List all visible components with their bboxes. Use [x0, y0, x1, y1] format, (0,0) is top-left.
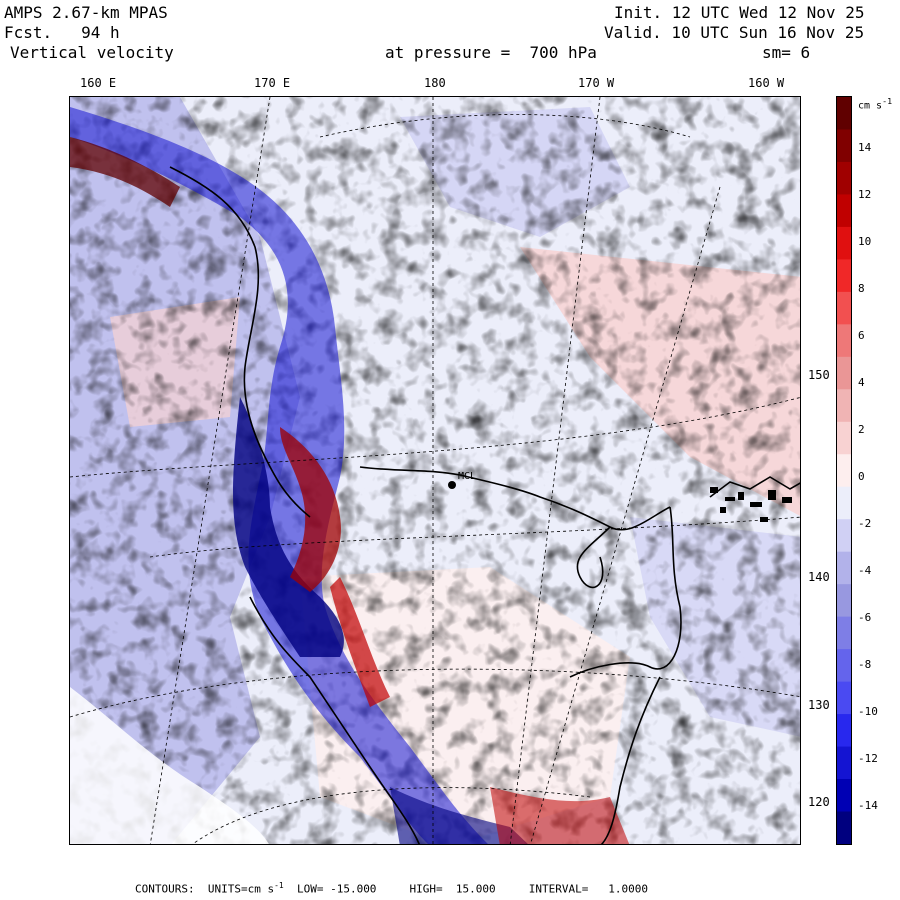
colorbar-tick-label: -6 [858, 611, 872, 624]
colorbar-swatch [837, 454, 851, 488]
colorbar-swatch [837, 779, 851, 813]
red-speckle [70, 97, 800, 844]
lon-label: 180 [424, 76, 446, 90]
valid-time: Valid. 10 UTC Sun 16 Nov 25 [604, 23, 865, 42]
vertical-velocity-map: MCL [69, 96, 801, 845]
red-band-southeast [490, 787, 630, 844]
coastline [169, 166, 800, 844]
mountain-wave-red [280, 427, 341, 592]
colorbar-tick-label: -8 [858, 658, 872, 671]
colorbar-swatch [837, 421, 851, 455]
colorbar-swatch [837, 616, 851, 650]
colorbar-swatch [837, 681, 851, 715]
colorbar-tick-label: 2 [858, 423, 865, 436]
colorbar-tick-label: 6 [858, 329, 865, 342]
colorbar-swatch [837, 129, 851, 163]
graticule [70, 97, 800, 844]
colorbar-swatch [837, 259, 851, 293]
lon-label: 160 W [748, 76, 785, 90]
colorbar-unit-text: cm s [858, 100, 883, 112]
footer-units: CONTOURS: UNITS=cm s [135, 882, 275, 896]
colorbar-swatch [837, 486, 851, 520]
map-canvas [70, 97, 800, 844]
colorbar-tick-label: 4 [858, 376, 865, 389]
colorbar-swatches [837, 97, 851, 845]
lon-label: 160 E [80, 76, 117, 90]
mountain-wave-band [70, 107, 488, 844]
station-marker [448, 481, 456, 489]
colorbar-swatch [837, 226, 851, 260]
colorbar-swatch [837, 389, 851, 423]
dark-band-north [70, 137, 180, 207]
colorbar-swatch [837, 584, 851, 618]
footer-exp: -1 [274, 881, 284, 890]
colorbar-swatch [837, 194, 851, 228]
colorbar-swatch [837, 714, 851, 748]
mountain-wave-core [233, 397, 344, 657]
colorbar-swatch [837, 746, 851, 780]
colorbar-swatch [837, 551, 851, 585]
lon-label: 170 E [254, 76, 291, 90]
variable-name: Vertical velocity [10, 43, 174, 62]
forecast-hour: Fcst. 94 h [4, 23, 120, 42]
colorbar [836, 96, 852, 845]
colorbar-swatch [837, 97, 851, 131]
colorbar-unit-exp: -1 [882, 96, 893, 106]
model-title: AMPS 2.67-km MPAS [4, 3, 168, 22]
smoothing-value: sm= 6 [762, 43, 811, 62]
colorbar-tick-label: -12 [858, 752, 878, 765]
colorbar-tick-label: -10 [858, 705, 878, 718]
colorbar-tick-label: -14 [858, 799, 878, 812]
colorbar-unit: cm s-1 [858, 96, 892, 111]
coastal-islands [710, 487, 792, 522]
colorbar-tick-label: 14 [858, 141, 872, 154]
colorbar-tick-label: 0 [858, 470, 865, 483]
station-label: MCL [458, 471, 477, 482]
colorbar-swatch [837, 356, 851, 390]
footer-values: LOW= -15.000 HIGH= 15.000 INTERVAL= 1.00… [283, 882, 648, 896]
colorbar-tick-label: -2 [858, 517, 872, 530]
colorbar-tick-label: 10 [858, 235, 872, 248]
ocean-mask [70, 687, 269, 844]
colorbar-tick-label: 12 [858, 188, 872, 201]
mountain-wave-red-2 [330, 577, 390, 707]
colorbar-swatch [837, 811, 851, 845]
blue-band-south [390, 787, 528, 844]
colorbar-swatch [837, 161, 851, 196]
colorbar-swatch [837, 649, 851, 683]
pressure-level: at pressure = 700 hPa [385, 43, 597, 62]
colorbar-tick-label: 8 [858, 282, 865, 295]
init-time: Init. 12 UTC Wed 12 Nov 25 [614, 3, 865, 22]
contour-info: CONTOURS: UNITS=cm s-1 LOW= -15.000 HIGH… [135, 881, 648, 896]
colorbar-swatch [837, 291, 851, 325]
colorbar-swatch [837, 324, 851, 358]
lon-label: 170 W [578, 76, 615, 90]
colorbar-tick-label: -4 [858, 564, 872, 577]
colorbar-swatch [837, 519, 851, 553]
